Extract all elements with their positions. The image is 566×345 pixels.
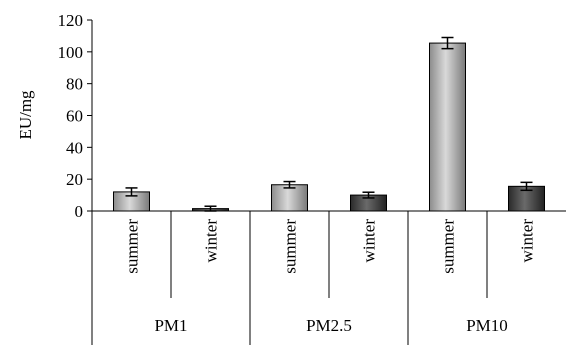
bar-PM10-summer [429,42,466,212]
bar-label-PM10-winter: winter [518,219,537,263]
y-tick-label-0: 0 [75,202,84,221]
bar-PM2.5-summer [271,184,308,212]
group-label-PM10: PM10 [466,316,508,335]
y-tick-label-80: 80 [66,75,83,94]
x-labels: summer winter PM1 summer winter PM2.5 summer wi… [123,219,537,335]
y-axis-label: EU/mg [16,90,35,140]
y-tick-label-40: 40 [66,138,83,157]
y-tick-label-60: 60 [66,107,83,126]
bar-label-PM1-summer: summer [123,219,142,274]
group-label-PM2.5: PM2.5 [306,316,352,335]
bars [113,36,545,212]
bar-label-PM1-winter: winter [202,219,221,263]
axes [91,20,566,345]
bar-label-PM10-summer: summer [439,219,458,274]
bar-label-PM2.5-winter: winter [360,219,379,263]
y-ticks: 0 20 40 60 80 100 120 [58,11,92,221]
group-label-PM1: PM1 [154,316,187,335]
y-tick-label-20: 20 [66,170,83,189]
bar-label-PM2.5-summer: summer [281,219,300,274]
y-tick-label-120: 120 [58,11,84,30]
y-tick-label-100: 100 [58,43,84,62]
